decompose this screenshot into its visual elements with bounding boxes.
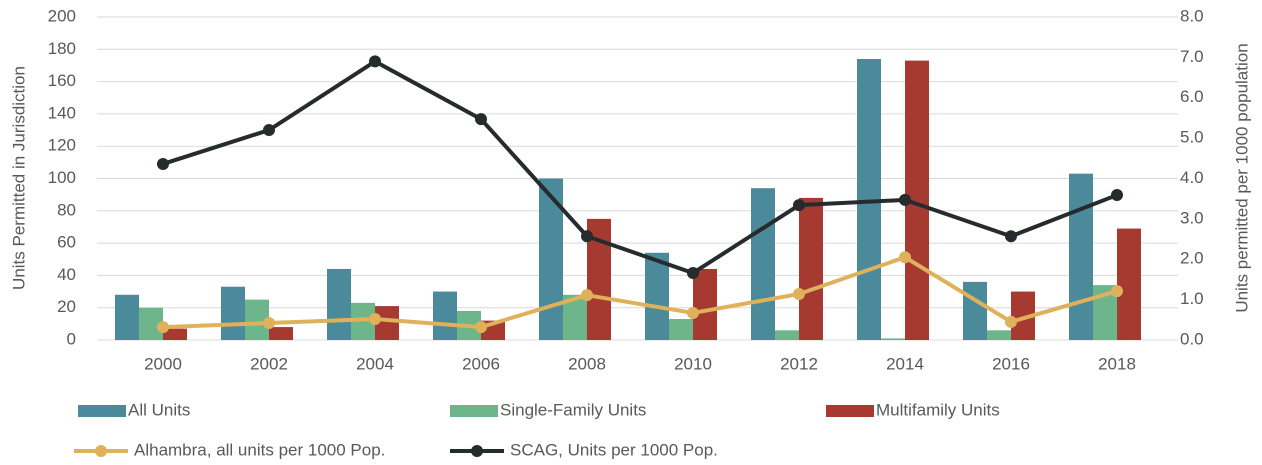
y-tick-label: 200	[48, 6, 76, 25]
line	[162, 255, 1118, 330]
line-point	[369, 55, 381, 68]
x-tick-label: 2004	[356, 354, 394, 373]
bar	[115, 294, 139, 340]
x-tick-label: 2006	[462, 354, 500, 373]
x-tick-label: 2002	[250, 354, 288, 373]
legend-label: All Units	[128, 400, 190, 419]
x-tick-label: 2018	[1098, 354, 1136, 373]
legend-swatch	[95, 445, 107, 457]
y2-tick-label: 0.0	[1180, 329, 1204, 348]
legend-swatch	[826, 405, 874, 417]
y2-tick-label: 5.0	[1180, 128, 1204, 147]
bar	[669, 319, 693, 340]
bar	[987, 330, 1011, 340]
line-point	[1005, 315, 1017, 328]
y-axis-title: Units Permitted in Jurisdiction	[9, 66, 28, 290]
bar	[433, 291, 457, 340]
line-point	[1111, 189, 1123, 202]
y-tick-label: 40	[57, 265, 76, 284]
y-tick-label: 60	[57, 233, 76, 252]
x-tick-label: 2010	[674, 354, 712, 373]
legend-swatch	[471, 445, 483, 457]
y-tick-label: 80	[57, 200, 76, 219]
y2-tick-label: 1.0	[1180, 289, 1204, 308]
line-point	[1111, 285, 1123, 298]
x-tick-label: 2012	[780, 354, 818, 373]
legend-label: Single-Family Units	[500, 400, 646, 419]
y2-tick-label: 3.0	[1180, 208, 1204, 227]
bar	[751, 188, 775, 340]
bar	[799, 197, 823, 340]
line-point	[263, 317, 275, 330]
legend-label: SCAG, Units per 1000 Pop.	[510, 440, 718, 459]
line-point	[899, 193, 911, 206]
bar	[775, 330, 799, 340]
legend-label: Alhambra, all units per 1000 Pop.	[134, 440, 385, 459]
y-tick-label: 20	[57, 297, 76, 316]
line-point	[793, 199, 805, 212]
y2-tick-label: 2.0	[1180, 249, 1204, 268]
bar	[221, 286, 245, 340]
x-tick-label: 2014	[886, 354, 924, 373]
line-point	[1005, 230, 1017, 243]
bar	[1117, 228, 1141, 340]
y2-tick-label: 4.0	[1180, 168, 1204, 187]
line-point	[793, 287, 805, 300]
line-point	[157, 321, 169, 334]
line	[162, 59, 1118, 275]
y-tick-label: 140	[48, 103, 76, 122]
bar	[1069, 173, 1093, 340]
y-tick-label: 180	[48, 39, 76, 58]
line-point	[687, 306, 699, 319]
bar	[539, 178, 563, 340]
y-tick-label: 160	[48, 71, 76, 90]
legend-label: Multifamily Units	[876, 400, 1000, 419]
x-tick-label: 2008	[568, 354, 606, 373]
line-point	[369, 313, 381, 326]
bar	[327, 268, 351, 340]
line-point	[899, 251, 911, 264]
bar	[693, 268, 717, 340]
y2-axis-title: Units permitted per 1000 population	[1232, 43, 1251, 312]
bar	[881, 338, 905, 340]
line-point	[475, 321, 487, 334]
y-tick-label: 100	[48, 168, 76, 187]
line-point	[263, 124, 275, 137]
y-tick-label: 0	[67, 329, 76, 348]
x-tick-label: 2016	[992, 354, 1030, 373]
y2-tick-label: 8.0	[1180, 6, 1204, 25]
x-tick-label: 2000	[144, 354, 182, 373]
line-point	[687, 266, 699, 279]
line-point	[475, 113, 487, 126]
bar	[163, 328, 187, 340]
bar	[645, 252, 669, 340]
y2-tick-label: 6.0	[1180, 87, 1204, 106]
y2-tick-label: 7.0	[1180, 47, 1204, 66]
legend-swatch	[78, 405, 126, 417]
y-tick-label: 120	[48, 136, 76, 155]
line-point	[581, 289, 593, 302]
line-point	[581, 230, 593, 243]
bar	[963, 281, 987, 340]
bar	[269, 327, 293, 340]
line-point	[157, 157, 169, 170]
legend-swatch	[450, 405, 498, 417]
